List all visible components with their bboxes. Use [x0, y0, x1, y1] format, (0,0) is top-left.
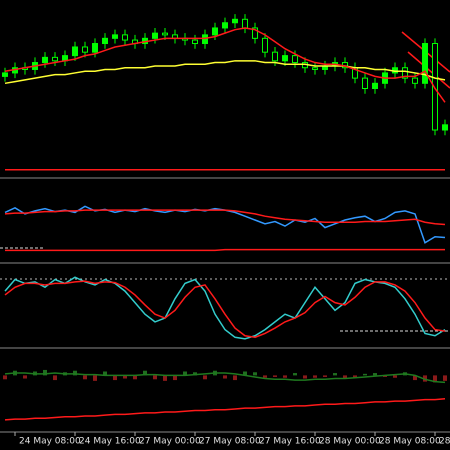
histogram-bar: [393, 375, 397, 378]
candle-body: [262, 37, 268, 53]
histogram-bar: [283, 375, 287, 378]
histogram-bar: [113, 375, 117, 381]
histogram-bar: [373, 373, 377, 376]
candle-body: [2, 72, 8, 77]
histogram-bar: [203, 375, 207, 380]
histogram-bar: [53, 375, 57, 381]
x-tick-label: 27 May 08:00: [199, 437, 261, 447]
histogram-bar: [253, 372, 257, 376]
histogram-bar: [153, 375, 157, 380]
candle-body: [202, 34, 208, 45]
candle-body: [152, 32, 158, 39]
candle-body: [122, 34, 128, 41]
candle-body: [422, 43, 428, 84]
histogram-bar: [413, 375, 417, 381]
histogram-bar: [233, 375, 237, 381]
histogram-bar: [323, 375, 327, 377]
indicator-line: [5, 248, 445, 252]
x-tick-label: 24 May 08:00: [19, 437, 81, 447]
histogram-bar: [333, 373, 337, 376]
candle-body: [232, 18, 238, 24]
candle-body: [192, 39, 198, 45]
candle-body: [372, 82, 378, 89]
histogram-bar: [303, 375, 307, 379]
candle-body: [402, 67, 408, 79]
candle-body: [412, 77, 418, 84]
candle-body: [272, 51, 278, 62]
candle-body: [442, 124, 448, 131]
indicator-line: [4, 209, 446, 226]
indicator-line: [4, 60, 446, 85]
indicator-line: [4, 372, 446, 384]
x-tick-label: 24 May 16:00: [79, 437, 141, 447]
histogram-bar: [243, 371, 247, 376]
indicator-line: [4, 280, 446, 339]
x-tick-label: 27 May 00:00: [139, 437, 201, 447]
histogram-bar: [313, 375, 317, 378]
histogram-bar: [343, 375, 347, 379]
histogram-bar: [263, 375, 267, 378]
candle-body: [282, 55, 288, 62]
trend-line: [407, 51, 450, 89]
candle-body: [242, 18, 248, 29]
histogram-bar: [163, 375, 167, 381]
histogram-bar: [123, 375, 127, 379]
histogram-bar: [183, 371, 187, 376]
candle-body: [432, 43, 438, 131]
histogram-bar: [93, 375, 97, 381]
candle-body: [362, 77, 368, 90]
histogram-bar: [173, 375, 177, 381]
x-tick-label: 28 May 08:00: [379, 437, 441, 447]
x-tick-label: 27 May 16:00: [259, 437, 321, 447]
candle-body: [292, 55, 298, 64]
candle-body: [92, 43, 98, 53]
candle-body: [222, 22, 228, 29]
histogram-bar: [143, 370, 147, 376]
histogram-bar: [443, 375, 447, 381]
histogram-bar: [73, 370, 77, 376]
indicator-line: [4, 205, 446, 244]
histogram-bar: [353, 375, 357, 378]
indicator-line: [4, 27, 446, 103]
candle-body: [42, 56, 48, 64]
histogram-bar: [133, 375, 137, 380]
histogram-bar: [193, 372, 197, 376]
x-tick-label: 28 May 00:00: [319, 437, 381, 447]
histogram-bar: [383, 375, 387, 377]
histogram-bar: [83, 375, 87, 380]
histogram-bar: [363, 373, 367, 376]
histogram-bar: [273, 375, 277, 377]
candle-body: [102, 37, 108, 45]
histogram-bar: [103, 371, 107, 376]
candle-body: [52, 56, 58, 62]
histogram-bar: [293, 373, 297, 376]
candle-body: [252, 27, 258, 39]
indicator-line: [4, 276, 446, 340]
histogram-bar: [433, 375, 437, 383]
candle-body: [112, 34, 118, 39]
candle-body: [212, 27, 218, 36]
histogram-bar: [43, 369, 47, 376]
histogram-bar: [23, 375, 27, 379]
candle-body: [162, 32, 168, 36]
candle-body: [312, 67, 318, 70]
candle-body: [82, 46, 88, 53]
histogram-bar: [3, 375, 7, 380]
histogram-bar: [223, 375, 227, 379]
indicator-line: [4, 398, 446, 421]
x-tick-label: 28 May 16:00: [439, 437, 450, 447]
candle-body: [72, 46, 78, 57]
